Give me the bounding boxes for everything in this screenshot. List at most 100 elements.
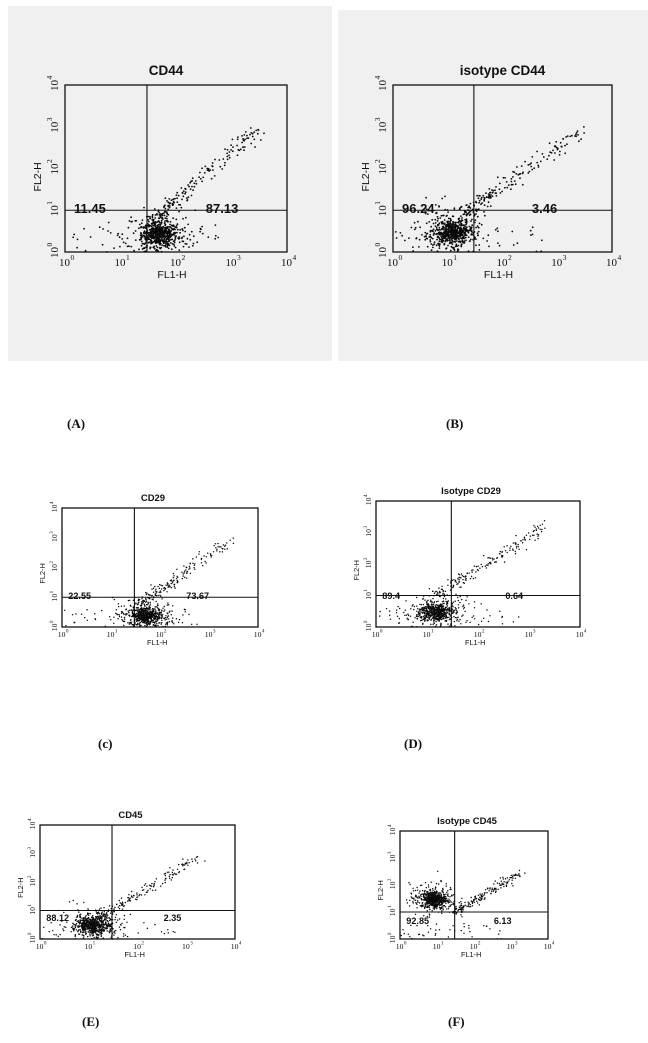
x-tick-label: 10 bbox=[59, 257, 71, 269]
event-dot bbox=[144, 247, 146, 249]
event-dot bbox=[160, 614, 163, 616]
event-dot bbox=[389, 618, 392, 620]
event-dot bbox=[143, 618, 146, 620]
event-dot bbox=[130, 220, 133, 223]
event-dot bbox=[144, 605, 146, 607]
event-dot bbox=[84, 249, 87, 252]
event-dot bbox=[102, 927, 104, 929]
event-dot bbox=[493, 558, 495, 560]
event-dot bbox=[76, 914, 79, 917]
event-dot bbox=[169, 223, 172, 226]
event-dot bbox=[486, 240, 488, 242]
event-dot bbox=[152, 885, 155, 888]
plot-title: CD45 bbox=[118, 810, 142, 821]
event-dot bbox=[114, 916, 117, 919]
y-tick: 103 bbox=[363, 526, 373, 537]
event-dot bbox=[114, 918, 116, 921]
event-dot bbox=[442, 600, 445, 602]
x-tick-label: 10 bbox=[576, 630, 584, 639]
event-dot bbox=[126, 921, 128, 924]
event-dot bbox=[454, 606, 457, 609]
event-dot bbox=[450, 607, 453, 610]
event-dot bbox=[160, 611, 162, 613]
event-dot bbox=[178, 618, 181, 621]
event-dot bbox=[163, 237, 166, 240]
event-dot bbox=[153, 239, 156, 242]
event-dot bbox=[224, 161, 226, 164]
event-dot bbox=[232, 537, 235, 539]
event-dot bbox=[459, 222, 462, 224]
event-dot bbox=[445, 233, 448, 236]
event-dot bbox=[94, 925, 97, 928]
event-dot bbox=[427, 599, 429, 602]
event-dot bbox=[435, 226, 438, 229]
event-dot bbox=[524, 160, 526, 163]
event-dot bbox=[119, 245, 121, 248]
event-dot bbox=[165, 238, 168, 241]
event-dot bbox=[48, 930, 51, 933]
event-dot bbox=[512, 621, 515, 623]
event-dot bbox=[242, 139, 245, 142]
event-dot bbox=[153, 208, 156, 210]
x-tick-label: 10 bbox=[551, 257, 563, 269]
event-dot bbox=[443, 614, 445, 616]
event-dot bbox=[214, 224, 217, 227]
event-dot bbox=[161, 619, 163, 622]
event-dot bbox=[94, 618, 96, 620]
event-dot bbox=[76, 246, 78, 249]
event-dot bbox=[152, 621, 154, 624]
event-dot bbox=[76, 238, 79, 241]
event-dot bbox=[444, 619, 447, 622]
event-dot bbox=[426, 610, 428, 613]
event-dot bbox=[535, 250, 538, 253]
event-dot bbox=[462, 608, 465, 610]
event-dot bbox=[123, 605, 126, 607]
event-dot bbox=[418, 238, 421, 241]
event-dot bbox=[501, 623, 504, 625]
event-dot bbox=[145, 227, 148, 229]
event-dot bbox=[257, 128, 259, 131]
event-dot bbox=[536, 161, 539, 164]
event-dot bbox=[427, 606, 429, 608]
event-dot bbox=[569, 135, 572, 138]
event-dot bbox=[155, 606, 158, 608]
plot-title: isotype CD44 bbox=[460, 63, 546, 78]
event-dot bbox=[230, 149, 233, 151]
event-dot bbox=[228, 154, 230, 157]
event-dot bbox=[153, 613, 155, 616]
event-dot bbox=[137, 614, 139, 617]
event-dot bbox=[172, 198, 175, 201]
plot-frame bbox=[375, 500, 581, 628]
event-dot bbox=[89, 933, 91, 936]
event-dot bbox=[111, 913, 114, 915]
event-dot bbox=[81, 934, 83, 936]
event-dot bbox=[425, 607, 427, 610]
y-tick: 103 bbox=[49, 531, 59, 542]
event-dot bbox=[531, 168, 534, 171]
event-dot bbox=[423, 611, 426, 614]
event-dot bbox=[110, 619, 112, 621]
event-dot bbox=[436, 901, 438, 904]
event-dot bbox=[434, 230, 437, 232]
y-tick-label: 10 bbox=[28, 821, 37, 829]
event-dot bbox=[217, 546, 219, 548]
event-dot bbox=[236, 138, 239, 141]
event-dot bbox=[516, 242, 519, 245]
event-dot bbox=[141, 219, 144, 222]
event-dot bbox=[79, 930, 82, 933]
event-dot bbox=[425, 609, 428, 611]
event-dot bbox=[196, 241, 199, 244]
event-dot bbox=[405, 614, 408, 616]
event-dot bbox=[78, 914, 81, 916]
event-dot bbox=[186, 237, 189, 240]
event-dot bbox=[71, 613, 74, 616]
event-dot bbox=[194, 209, 197, 212]
event-dot bbox=[148, 224, 151, 227]
event-dot bbox=[128, 614, 131, 616]
event-dot bbox=[472, 211, 475, 214]
event-dot bbox=[554, 152, 556, 154]
event-dot bbox=[468, 211, 470, 214]
x-tick-exponent: 4 bbox=[618, 253, 622, 262]
event-dot bbox=[184, 611, 187, 613]
event-dot bbox=[440, 221, 443, 224]
